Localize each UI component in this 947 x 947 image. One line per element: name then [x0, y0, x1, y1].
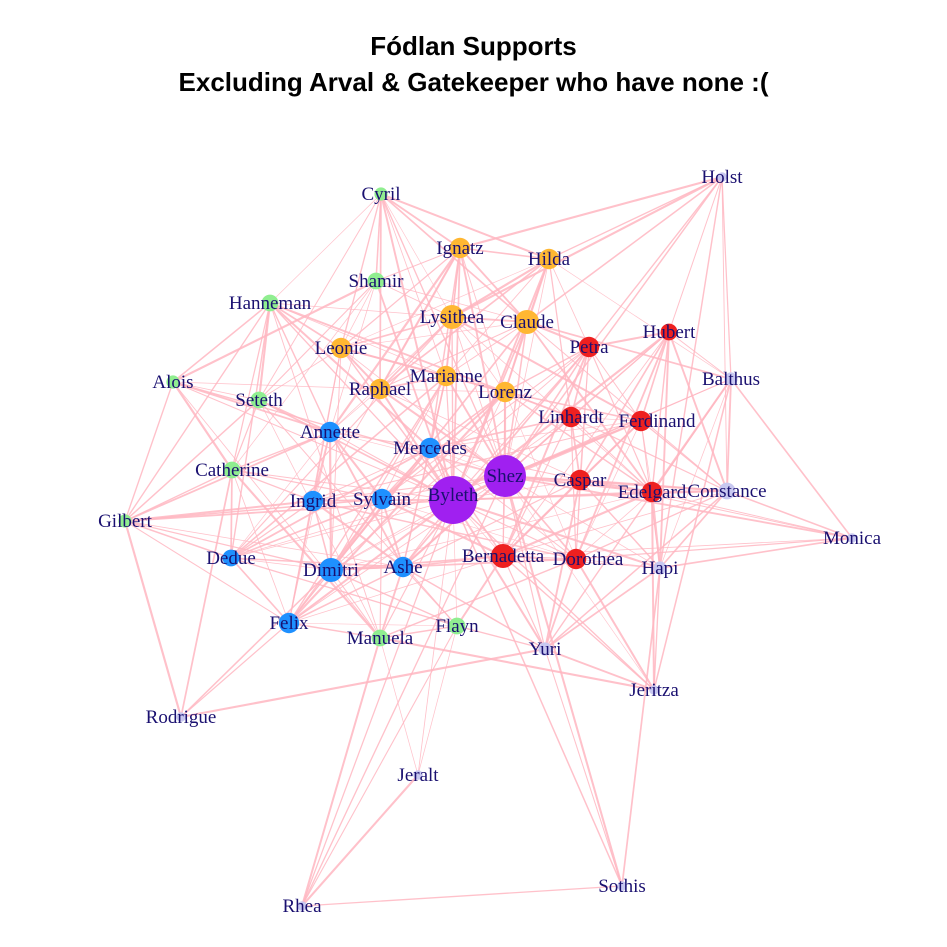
node-label-lorenz: Lorenz [478, 382, 532, 403]
node-label-caspar: Caspar [554, 470, 607, 491]
node-label-leonie: Leonie [315, 338, 368, 359]
edge-sothis-rhea [302, 886, 622, 906]
edge-byleth-jeralt [418, 500, 453, 775]
node-label-bernadetta: Bernadetta [462, 546, 545, 567]
edge-bernadetta-jeritza [503, 556, 654, 690]
node-label-hanneman: Hanneman [229, 293, 312, 314]
edge-bernadetta-yuri [503, 556, 545, 649]
node-label-ignatz: Ignatz [436, 238, 483, 259]
node-label-manuela: Manuela [347, 628, 414, 649]
node-label-monica: Monica [823, 528, 882, 549]
edge-shez-jeritza [505, 476, 654, 690]
edge-dimitri-rodrigue [181, 570, 331, 717]
node-label-yuri: Yuri [529, 639, 562, 660]
node-label-holst: Holst [701, 167, 743, 188]
edge-catherine-dedue [231, 470, 232, 558]
node-label-ashe: Ashe [383, 557, 422, 578]
edge-jeralt-rhea [302, 775, 418, 906]
node-label-alois: Alois [152, 372, 193, 393]
edge-alois-catherine [173, 382, 232, 470]
node-label-mercedes: Mercedes [393, 438, 467, 459]
edge-yuri-sothis [545, 649, 622, 886]
node-label-byleth: Byleth [428, 485, 479, 506]
edge-hubert-hapi [660, 332, 669, 568]
node-label-linhardt: Linhardt [538, 407, 604, 428]
node-label-sylvain: Sylvain [353, 489, 412, 510]
node-label-claude: Claude [500, 312, 554, 333]
node-label-seteth: Seteth [235, 390, 283, 411]
node-label-cyril: Cyril [361, 184, 400, 205]
node-label-annette: Annette [300, 422, 360, 443]
node-label-ingrid: Ingrid [290, 491, 337, 512]
node-label-gilbert: Gilbert [98, 511, 153, 532]
node-label-dorothea: Dorothea [553, 549, 624, 570]
node-label-petra: Petra [569, 337, 609, 358]
node-label-felix: Felix [269, 613, 309, 634]
node-label-lysithea: Lysithea [420, 307, 485, 328]
node-label-sothis: Sothis [598, 876, 646, 897]
node-label-rhea: Rhea [282, 896, 322, 917]
node-label-balthus: Balthus [702, 369, 760, 390]
edge-yuri-rodrigue [181, 649, 545, 717]
node-label-raphael: Raphael [349, 379, 411, 400]
node-label-ferdinand: Ferdinand [618, 411, 696, 432]
edge-hapi-sothis [622, 568, 660, 886]
edge-hanneman-alois [173, 303, 270, 382]
edge-manuela-rhea [302, 638, 380, 906]
node-label-dedue: Dedue [206, 548, 256, 569]
node-layer [118, 172, 856, 911]
node-label-edelgard: Edelgard [618, 482, 687, 503]
node-label-shamir: Shamir [349, 271, 405, 292]
node-label-rodrigue: Rodrigue [146, 707, 217, 728]
node-label-constance: Constance [687, 481, 766, 502]
edge-layer [125, 177, 852, 906]
node-label-jeritza: Jeritza [629, 680, 679, 701]
node-label-marianne: Marianne [410, 366, 483, 387]
node-label-shez: Shez [487, 466, 524, 487]
node-label-catherine: Catherine [195, 460, 269, 481]
node-label-flayn: Flayn [435, 616, 479, 637]
node-label-jeralt: Jeralt [397, 765, 439, 786]
node-label-hilda: Hilda [528, 249, 571, 270]
edge-leonie-dimitri [331, 348, 341, 570]
node-label-hubert: Hubert [643, 322, 696, 343]
node-label-hapi: Hapi [642, 558, 679, 579]
edge-byleth-lysithea [452, 317, 453, 500]
node-label-dimitri: Dimitri [303, 560, 359, 581]
edge-holst-ignatz [460, 177, 722, 248]
